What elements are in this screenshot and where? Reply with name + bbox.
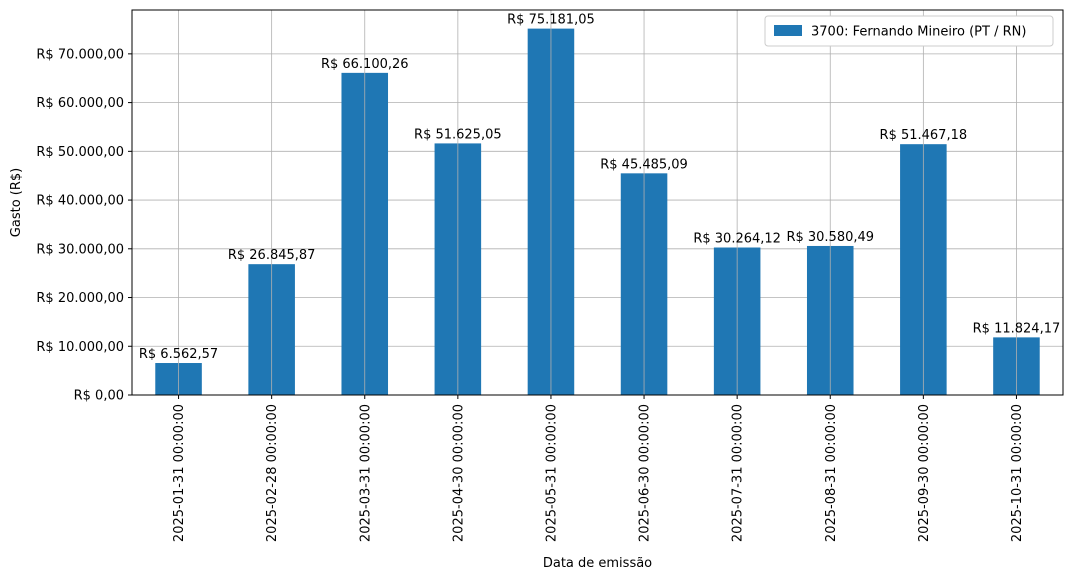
y-axis: R$ 0,00 R$ 10.000,00 R$ 20.000,00 R$ 30.000…	[36, 47, 132, 404]
y-tick-label: R$ 50.000,00	[36, 145, 124, 160]
bar-data-label: R$ 66.100,26	[321, 57, 409, 72]
y-tick-label: R$ 10.000,00	[36, 340, 124, 355]
bar-data-label: R$ 75.181,05	[507, 13, 595, 28]
bar-data-label: R$ 30.580,49	[786, 230, 874, 245]
x-axis-title: Data de emissão	[543, 556, 652, 571]
legend-swatch	[774, 25, 802, 36]
x-tick-label: 2025-01-31 00:00:00	[172, 404, 187, 542]
legend-entry: 3700: Fernando Mineiro (PT / RN)	[811, 25, 1026, 40]
y-tick-label: R$ 60.000,00	[36, 96, 124, 111]
grid-vertical	[178, 10, 1017, 395]
x-tick-label: 2025-02-28 00:00:00	[265, 404, 280, 542]
x-tick-label: 2025-03-31 00:00:00	[358, 404, 373, 542]
x-tick-label: 2025-10-31 00:00:00	[1010, 404, 1025, 542]
bar-data-label: R$ 26.845,87	[228, 248, 316, 263]
x-tick-label: 2025-04-30 00:00:00	[451, 404, 466, 542]
data-labels: R$ 6.562,57 R$ 26.845,87 R$ 66.100,26 R$ 51…	[139, 13, 1060, 362]
plot-frame	[131, 9, 1064, 396]
legend: 3700: Fernando Mineiro (PT / RN)	[764, 15, 1054, 47]
x-tick-label: 2025-06-30 00:00:00	[638, 404, 653, 542]
x-axis: 2025-01-31 00:00:00 2025-02-28 00:00:00 20…	[172, 395, 1025, 542]
y-tick-label: R$ 40.000,00	[36, 194, 124, 209]
y-tick-label: R$ 20.000,00	[36, 291, 124, 306]
y-axis-title: Gasto (R$)	[9, 168, 24, 237]
bar-data-label: R$ 45.485,09	[600, 157, 688, 172]
x-tick-label: 2025-09-30 00:00:00	[917, 404, 932, 542]
y-tick-label: R$ 0,00	[74, 389, 124, 404]
x-tick-label: 2025-05-31 00:00:00	[544, 404, 559, 542]
x-tick-label: 2025-08-31 00:00:00	[824, 404, 839, 542]
legend-box	[764, 15, 1054, 47]
x-tick-label: 2025-07-31 00:00:00	[731, 404, 746, 542]
bar-data-label: R$ 51.467,18	[880, 128, 968, 143]
bar-data-label: R$ 30.264,12	[693, 232, 781, 247]
bar-data-label: R$ 51.625,05	[414, 127, 502, 142]
bar-data-label: R$ 6.562,57	[139, 347, 218, 362]
bar-data-label: R$ 11.824,17	[973, 321, 1061, 336]
y-tick-label: R$ 70.000,00	[36, 47, 124, 62]
bars	[155, 28, 1040, 396]
y-tick-label: R$ 30.000,00	[36, 242, 124, 257]
